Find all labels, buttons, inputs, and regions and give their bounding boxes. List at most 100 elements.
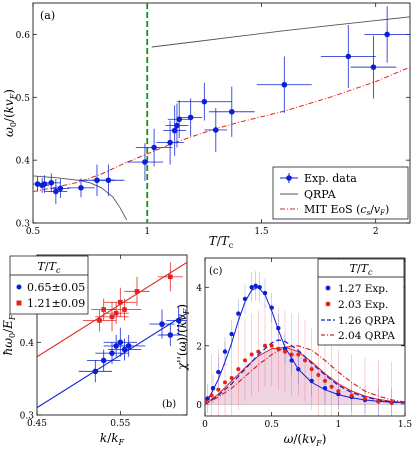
qrpa-126-line bbox=[205, 339, 405, 405]
series-1-point bbox=[101, 307, 106, 312]
y-tick-label: 2 bbox=[196, 342, 202, 352]
x-tick-label: 0.5 bbox=[26, 227, 41, 237]
exp-203-point bbox=[289, 352, 294, 357]
series-0-point bbox=[167, 332, 174, 338]
exp-data-point bbox=[48, 179, 55, 186]
exp-data-point bbox=[142, 159, 148, 165]
series-1-point bbox=[168, 274, 173, 280]
exp-127-point bbox=[257, 285, 262, 290]
exp-203-point bbox=[276, 346, 281, 351]
exp-127-point bbox=[216, 369, 221, 375]
exp-127-point bbox=[296, 366, 301, 372]
exp-203-point bbox=[336, 389, 341, 394]
exp-203-point bbox=[349, 393, 354, 398]
exp-203-point bbox=[329, 384, 334, 389]
x-tick-label: 0 bbox=[202, 420, 208, 430]
panel-a-ylabel: ω0/(kvF) bbox=[2, 89, 18, 137]
exp-data-point bbox=[370, 64, 377, 70]
x-tick-label: 1 bbox=[335, 420, 341, 430]
exp-127-point bbox=[269, 305, 274, 310]
exp-127-point bbox=[276, 326, 281, 331]
exp-203-point bbox=[283, 349, 287, 354]
exp-127-point bbox=[242, 296, 248, 302]
series-1-point bbox=[118, 299, 123, 305]
panel-a-label: (a) bbox=[40, 9, 55, 22]
panel-b: 0.45 0.55 0.3 0.4 (b) k/kF ħω0/EF T/Tc 0.65… bbox=[1, 254, 188, 447]
y-tick-label: 0 bbox=[196, 401, 202, 411]
x-tick-label: 0.55 bbox=[110, 419, 130, 429]
panel-b-legend: T/Tc 0.65±0.05 1.21±0.09 bbox=[9, 255, 89, 315]
legend-exp-marker bbox=[286, 175, 292, 181]
x-tick-label: 0.45 bbox=[27, 419, 47, 429]
exp-data-point bbox=[384, 31, 390, 38]
x-tick-label: 1.5 bbox=[398, 420, 413, 430]
exp-203-point bbox=[236, 367, 241, 372]
exp-data-point bbox=[345, 53, 352, 60]
exp-127-point bbox=[336, 391, 341, 397]
exp-data-point bbox=[201, 98, 208, 105]
exp-203-point bbox=[249, 352, 254, 357]
exp-203-point bbox=[223, 380, 227, 385]
legend-c-blue-qrpa-label: 1.26 QRPA bbox=[338, 315, 395, 327]
exp-203-point bbox=[205, 399, 207, 404]
panel-a: 0.5 1 1.5 2 0.3 0.4 0.5 0.6 (a) T/Tc ω0/(kvF) E… bbox=[2, 2, 411, 250]
exp-data-point bbox=[151, 144, 157, 151]
y-tick-label: 0.3 bbox=[20, 412, 35, 422]
exp-127-point bbox=[282, 346, 288, 351]
panel-c-marks bbox=[205, 271, 405, 416]
y-tick-label: 0.4 bbox=[16, 157, 31, 167]
panel-a-legend: Exp. data QRPA MIT EoS (cs/vF) bbox=[272, 166, 409, 220]
qrpa-line bbox=[151, 16, 410, 48]
exp-203-point bbox=[323, 378, 327, 383]
panel-b-legend-title: T/Tc bbox=[38, 260, 61, 275]
y-tick-label: 4 bbox=[196, 284, 202, 294]
panel-c-legend-title: T/Tc bbox=[350, 262, 373, 277]
exp-203-point bbox=[229, 375, 234, 380]
series-0-point bbox=[159, 321, 165, 327]
y-tick-label: 0.3 bbox=[16, 220, 31, 230]
series-0-point bbox=[175, 317, 182, 324]
exp-127-point bbox=[289, 358, 294, 363]
panel-b-ylabel: ħω0/EF bbox=[1, 314, 17, 355]
x-tick-label: 2 bbox=[373, 227, 379, 237]
series-1-point bbox=[113, 310, 119, 316]
panel-a-xlabel: T/Tc bbox=[209, 234, 234, 250]
exp-127-point bbox=[309, 378, 314, 384]
series-0-point bbox=[121, 346, 128, 353]
series-0-point bbox=[100, 357, 107, 364]
series-1-point bbox=[134, 289, 140, 294]
qrpa-line bbox=[33, 175, 128, 221]
x-tick-label: 1.5 bbox=[254, 227, 269, 237]
exp-data-point bbox=[171, 127, 178, 134]
exp-127-point bbox=[262, 290, 268, 296]
exp-data-point bbox=[53, 188, 59, 195]
exp-203-point bbox=[303, 358, 307, 363]
exp-127-point bbox=[222, 349, 228, 354]
legend-c-blue-exp-marker bbox=[325, 285, 331, 291]
legend-mit-label: MIT EoS (cs/vF) bbox=[304, 203, 389, 217]
exp-203-point bbox=[256, 349, 261, 354]
exp-203-point bbox=[216, 387, 221, 392]
mit-eos-line bbox=[33, 66, 410, 193]
exp-203-point bbox=[376, 399, 381, 404]
exp-203-point bbox=[363, 396, 367, 401]
exp-data-point bbox=[176, 116, 183, 123]
exp-data-point bbox=[212, 127, 219, 133]
legend-c-red-qrpa-label: 2.04 QRPA bbox=[338, 330, 395, 342]
series-1-point bbox=[122, 307, 127, 312]
y-tick-label: 0.6 bbox=[16, 31, 31, 41]
exp-127-point bbox=[253, 283, 258, 288]
exp-203-point bbox=[243, 358, 247, 363]
panel-b-ticks: 0.45 0.55 0.3 0.4 bbox=[20, 255, 187, 429]
panel-b-marks bbox=[37, 261, 187, 409]
exp-127-point bbox=[249, 285, 254, 290]
panel-c-legend-box bbox=[317, 258, 405, 346]
y-tick-label: 0.5 bbox=[16, 94, 31, 104]
x-tick-label: 1 bbox=[144, 227, 150, 237]
exp-data-point bbox=[187, 114, 194, 121]
exp-127-point bbox=[322, 386, 328, 391]
exp-203-point bbox=[389, 400, 394, 405]
legend-exp-label: Exp. data bbox=[304, 172, 357, 185]
exp-127-point bbox=[205, 396, 210, 401]
